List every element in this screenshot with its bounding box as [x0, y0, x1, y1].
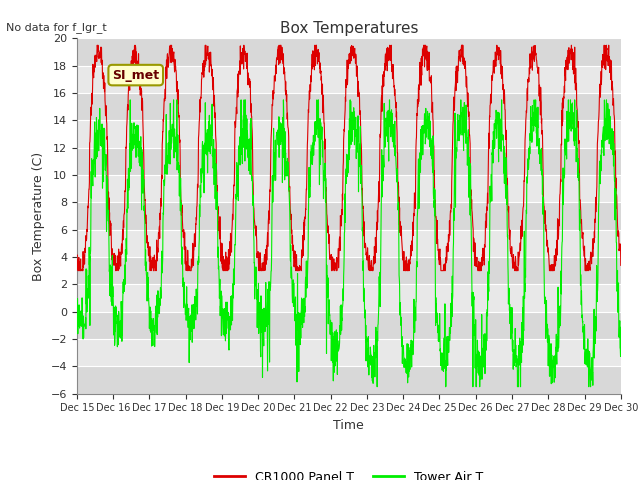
Bar: [77, 66, 621, 93]
Bar: [77, 339, 621, 366]
Bar: [77, 284, 621, 312]
Legend: CR1000 Panel T, Tower Air T: CR1000 Panel T, Tower Air T: [209, 466, 488, 480]
X-axis label: Time: Time: [333, 419, 364, 432]
Bar: [77, 366, 621, 394]
Bar: [77, 312, 621, 339]
Text: SI_met: SI_met: [112, 69, 159, 82]
Bar: [77, 93, 621, 120]
Bar: [77, 38, 621, 66]
Title: Box Temperatures: Box Temperatures: [280, 21, 418, 36]
Text: No data for f_lgr_t: No data for f_lgr_t: [6, 22, 107, 33]
Y-axis label: Box Temperature (C): Box Temperature (C): [32, 151, 45, 281]
Bar: [77, 175, 621, 203]
Bar: [77, 229, 621, 257]
Bar: [77, 148, 621, 175]
Bar: [77, 203, 621, 229]
Bar: [77, 257, 621, 284]
Bar: [77, 120, 621, 148]
